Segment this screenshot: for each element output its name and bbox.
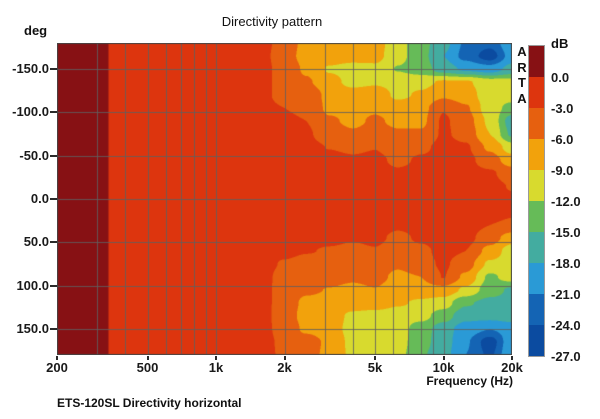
x-tick-label: 2k xyxy=(277,360,292,375)
y-tick-mark xyxy=(50,241,57,244)
colorbar-segment xyxy=(529,170,544,201)
colorbar xyxy=(528,45,545,357)
colorbar-segment xyxy=(529,263,544,294)
colorbar-segment xyxy=(529,108,544,139)
y-tick-label: -150.0 xyxy=(12,61,49,76)
y-tick-mark xyxy=(50,328,57,330)
x-tick-mark xyxy=(146,356,149,360)
footer-caption: ETS-120SL Directivity horizontal xyxy=(57,396,242,410)
colorbar-tick-label: -3.0 xyxy=(551,101,574,116)
x-tick-label: 500 xyxy=(136,360,159,375)
x-tick-mark xyxy=(283,356,286,360)
colorbar-segment xyxy=(529,294,544,325)
colorbar-segment xyxy=(529,232,544,263)
arta-letter: R xyxy=(517,59,527,75)
colorbar-segment xyxy=(529,325,544,356)
y-tick-label: 50.0 xyxy=(23,234,49,250)
x-tick-label: 10k xyxy=(432,360,455,375)
x-tick-mark xyxy=(215,356,218,360)
x-tick-mark xyxy=(442,356,445,360)
y-tick-label: -50.0 xyxy=(19,147,49,163)
y-tick-mark xyxy=(50,198,57,200)
y-tick-mark xyxy=(50,68,57,70)
y-tick-label: 100.0 xyxy=(16,277,49,293)
colorbar-unit-label: dB xyxy=(551,36,569,51)
arta-letter: A xyxy=(517,44,527,59)
y-axis-unit-label: deg xyxy=(24,23,48,38)
y-tick-mark xyxy=(50,111,57,114)
y-tick-mark xyxy=(50,154,57,157)
x-tick-mark xyxy=(56,356,58,360)
chart-title: Directivity pattern xyxy=(221,14,323,29)
colorbar-tick-label: 0.0 xyxy=(551,70,570,85)
colorbar-tick-label: -9.0 xyxy=(551,163,574,178)
colorbar-tick-label: -18.0 xyxy=(551,256,581,271)
colorbar-tick-label: -12.0 xyxy=(551,194,581,209)
colorbar-tick-label: -6.0 xyxy=(551,132,574,147)
arta-letter: A xyxy=(517,90,527,106)
x-tick-label: 5k xyxy=(367,360,383,375)
x-axis-title: Frequency (Hz) xyxy=(426,374,513,388)
x-tick-label: 200 xyxy=(46,360,68,375)
arta-letter: T xyxy=(518,75,526,90)
colorbar-tick-label: -21.0 xyxy=(551,287,581,302)
colorbar-segment xyxy=(529,139,544,170)
colorbar-segment xyxy=(529,46,544,77)
y-tick-mark xyxy=(50,284,57,287)
colorbar-tick-label: -27.0 xyxy=(551,349,581,364)
colorbar-segment xyxy=(529,77,544,108)
directivity-heatmap xyxy=(57,43,512,355)
x-tick-label: 20k xyxy=(501,360,523,375)
x-tick-mark xyxy=(511,356,513,360)
x-tick-mark xyxy=(374,356,377,360)
x-tick-label: 1k xyxy=(208,360,224,375)
colorbar-tick-label: -15.0 xyxy=(551,225,581,240)
y-tick-label: 150.0 xyxy=(16,321,49,336)
colorbar-tick-label: -24.0 xyxy=(551,318,581,333)
colorbar-segment xyxy=(529,201,544,232)
y-tick-label: -100.0 xyxy=(12,104,49,120)
y-tick-label: 0.0 xyxy=(30,191,49,206)
